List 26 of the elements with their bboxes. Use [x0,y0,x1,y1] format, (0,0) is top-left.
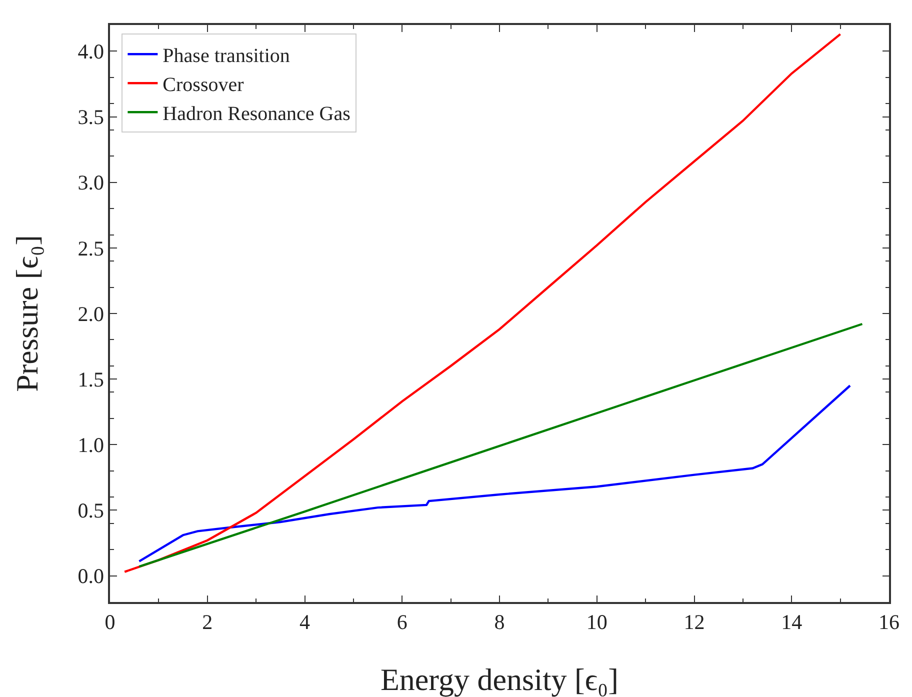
x-tick-label: 4 [300,610,310,634]
y-tick-label: 3.0 [78,170,104,195]
legend-label: Crossover [162,74,244,96]
legend-label: Phase transition [162,44,290,67]
x-tick-label: 6 [396,610,408,634]
y-tick-label: 2.0 [78,302,104,326]
x-tick-label: 8 [494,610,505,634]
legend-label: Hadron Resonance Gas [162,102,351,125]
line-series [124,33,842,573]
y-tick-label: 3.5 [78,105,104,130]
y-tick-label: 4.0 [78,40,104,64]
x-tick-label: 14 [781,610,803,634]
y-axis-title: Pressure [ϵ₀] [10,235,44,392]
y-tick-label: 0.5 [78,498,104,523]
x-tick-label: 10 [586,610,608,634]
y-tick-label: 2.5 [78,236,104,260]
x-tick-label: 16 [878,610,900,634]
x-tick-label: 0 [104,610,116,634]
x-tick-label: 12 [684,610,705,634]
x-axis-title: Energy density [ϵ₀] [380,662,619,697]
y-tick-label: 0.0 [78,564,104,588]
y-tick-label: 1.5 [78,367,104,392]
x-tick-label: 2 [202,610,213,634]
line-series [138,322,864,568]
y-tick-label: 1.0 [78,432,104,457]
line-series [138,384,852,562]
